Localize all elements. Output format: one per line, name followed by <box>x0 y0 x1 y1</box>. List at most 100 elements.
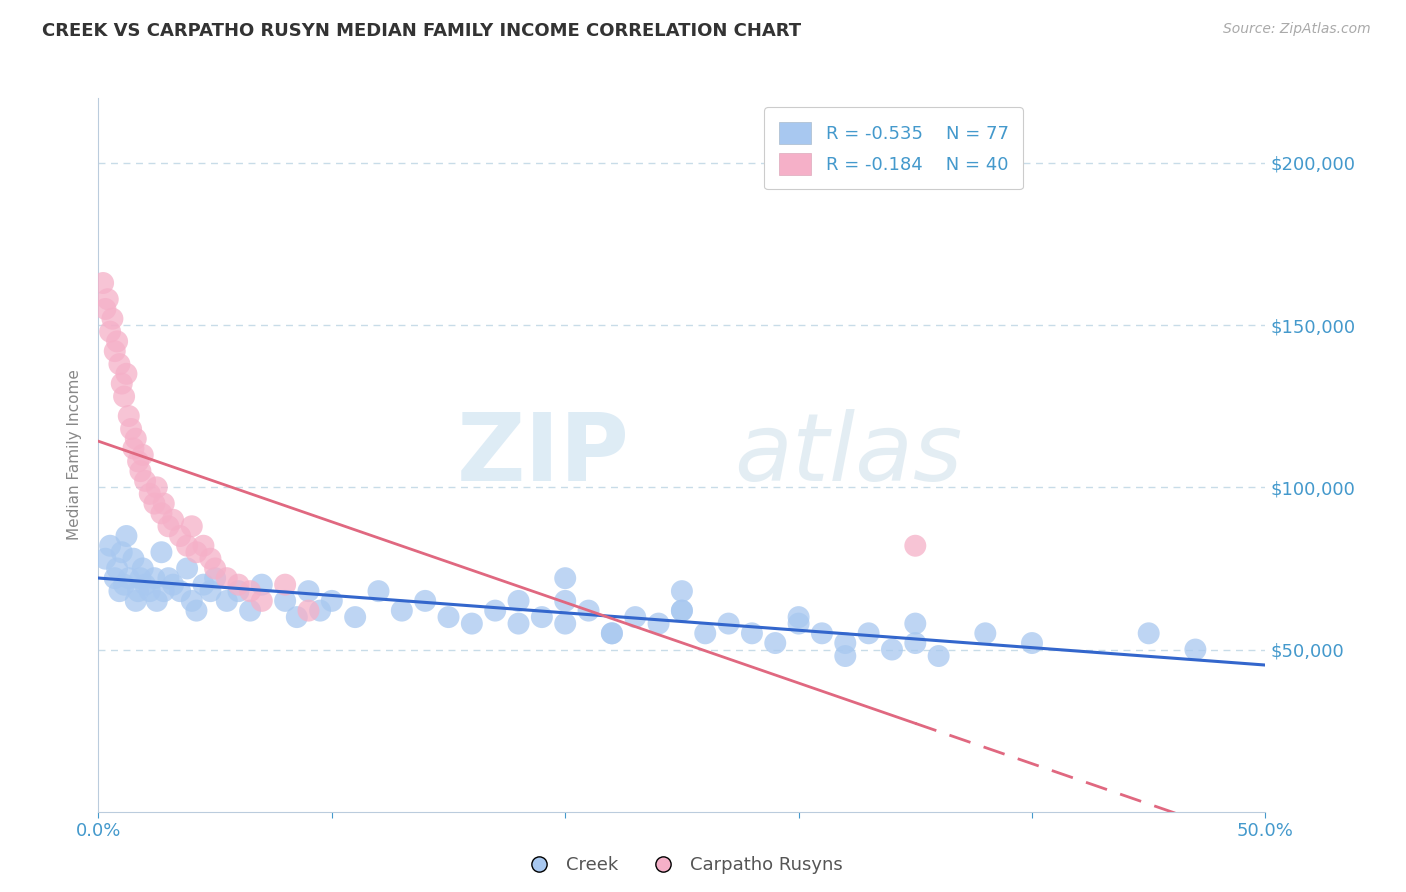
Point <box>150 545 173 559</box>
Text: CREEK VS CARPATHO RUSYN MEDIAN FAMILY INCOME CORRELATION CHART: CREEK VS CARPATHO RUSYN MEDIAN FAMILY IN… <box>42 22 801 40</box>
Point <box>94 551 117 566</box>
Point <box>741 626 763 640</box>
Point <box>367 584 389 599</box>
Point <box>274 594 297 608</box>
Point <box>105 561 128 575</box>
Point <box>600 626 623 640</box>
Point <box>671 584 693 599</box>
Point <box>108 584 131 599</box>
Point <box>239 584 262 599</box>
Point <box>530 610 553 624</box>
Point <box>111 545 134 559</box>
Point <box>118 409 141 423</box>
Point <box>98 325 121 339</box>
Point <box>508 594 530 608</box>
Point <box>157 519 180 533</box>
Point <box>104 344 127 359</box>
Point <box>250 577 273 591</box>
Point <box>176 561 198 575</box>
Point <box>695 626 717 640</box>
Point <box>180 594 202 608</box>
Point <box>152 584 174 599</box>
Point <box>122 551 145 566</box>
Point <box>904 636 927 650</box>
Point <box>120 422 142 436</box>
Point <box>508 616 530 631</box>
Point <box>115 367 138 381</box>
Point <box>112 390 135 404</box>
Point <box>162 577 184 591</box>
Point <box>215 571 238 585</box>
Point <box>239 604 262 618</box>
Point <box>484 604 506 618</box>
Text: atlas: atlas <box>734 409 963 500</box>
Point <box>132 448 155 462</box>
Point <box>554 571 576 585</box>
Point <box>904 539 927 553</box>
Point <box>98 539 121 553</box>
Point <box>97 292 120 306</box>
Point <box>391 604 413 618</box>
Point <box>297 604 319 618</box>
Point <box>108 357 131 371</box>
Point <box>554 594 576 608</box>
Point <box>118 571 141 585</box>
Point <box>671 604 693 618</box>
Point <box>129 571 152 585</box>
Point <box>104 571 127 585</box>
Point <box>127 584 149 599</box>
Point <box>91 276 114 290</box>
Point <box>112 577 135 591</box>
Point <box>143 571 166 585</box>
Point <box>157 571 180 585</box>
Point <box>204 561 226 575</box>
Point <box>127 454 149 468</box>
Point <box>204 571 226 585</box>
Point <box>228 584 250 599</box>
Point <box>111 376 134 391</box>
Text: ZIP: ZIP <box>457 409 630 501</box>
Point <box>554 616 576 631</box>
Point <box>134 577 156 591</box>
Point <box>125 594 148 608</box>
Point <box>858 626 880 640</box>
Point <box>186 604 208 618</box>
Point <box>1137 626 1160 640</box>
Point <box>200 584 222 599</box>
Point <box>297 584 319 599</box>
Point <box>437 610 460 624</box>
Point <box>193 577 215 591</box>
Point <box>880 642 903 657</box>
Point <box>176 539 198 553</box>
Point <box>624 610 647 624</box>
Point <box>152 497 174 511</box>
Point <box>250 594 273 608</box>
Point <box>834 636 856 650</box>
Point <box>101 311 124 326</box>
Text: Source: ZipAtlas.com: Source: ZipAtlas.com <box>1223 22 1371 37</box>
Legend: Creek, Carpatho Rusyns: Creek, Carpatho Rusyns <box>513 849 851 881</box>
Point <box>115 529 138 543</box>
Point <box>193 539 215 553</box>
Point <box>169 529 191 543</box>
Point <box>129 464 152 478</box>
Point <box>763 636 786 650</box>
Point <box>150 506 173 520</box>
Point <box>125 432 148 446</box>
Point <box>132 561 155 575</box>
Point <box>461 616 484 631</box>
Point <box>811 626 834 640</box>
Y-axis label: Median Family Income: Median Family Income <box>67 369 83 541</box>
Point <box>717 616 740 631</box>
Point <box>834 648 856 663</box>
Point <box>274 577 297 591</box>
Point <box>904 616 927 631</box>
Point <box>169 584 191 599</box>
Point <box>162 513 184 527</box>
Point <box>186 545 208 559</box>
Point <box>139 487 162 501</box>
Point <box>647 616 669 631</box>
Point <box>309 604 332 618</box>
Point <box>228 577 250 591</box>
Point <box>105 334 128 349</box>
